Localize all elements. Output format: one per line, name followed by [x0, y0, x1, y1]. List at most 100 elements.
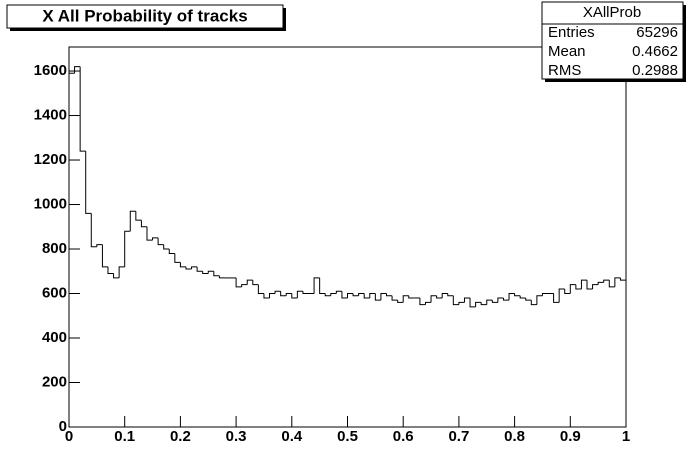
histogram-bin	[408, 295, 415, 299]
histogram-bin	[324, 293, 331, 297]
y-tick-label: 200	[42, 373, 67, 390]
histogram-bin	[402, 295, 409, 303]
y-tick-label: 1600	[34, 62, 67, 79]
stats-value: 0.2988	[632, 62, 678, 79]
histogram-bin	[497, 297, 504, 303]
histogram-bin	[430, 295, 437, 303]
y-tick-label: 600	[42, 284, 67, 301]
stats-value: 0.4662	[632, 43, 678, 60]
histogram-bin	[508, 293, 515, 301]
histogram-bin	[79, 66, 86, 152]
histogram-bin	[263, 293, 270, 299]
histogram-bin	[458, 301, 465, 305]
histogram-bin	[536, 295, 543, 305]
histogram-bin	[608, 280, 615, 288]
histogram-bin	[486, 299, 493, 305]
histogram-bin	[597, 281, 604, 285]
histogram-bin	[397, 300, 404, 303]
histogram-bin	[335, 290, 342, 294]
histogram-bin	[135, 211, 142, 221]
x-tick-label: 0.2	[170, 428, 191, 445]
y-tick-label: 1200	[34, 151, 67, 168]
histogram-bin	[285, 293, 292, 296]
histogram-bin	[541, 293, 549, 296]
histogram-bin	[569, 284, 576, 294]
histogram-bin	[146, 226, 153, 241]
histogram-bin	[419, 297, 426, 306]
histogram-bin	[525, 297, 532, 301]
histogram-bin	[101, 244, 108, 268]
histogram-bin	[280, 291, 287, 297]
chart-title: X All Probability of tracks	[42, 6, 247, 25]
histogram-bin	[252, 280, 259, 286]
y-tick-label: 0	[59, 418, 67, 435]
histogram-bin	[619, 277, 627, 427]
histogram-bin	[391, 295, 398, 301]
histogram-bin	[207, 270, 214, 274]
x-tick-label: 0.4	[281, 428, 303, 445]
histogram-bin	[480, 302, 487, 306]
stats-label: Entries	[548, 24, 595, 41]
histogram-bin	[296, 290, 303, 298]
histogram-bin	[469, 297, 476, 308]
histogram-bin	[614, 277, 621, 287]
histogram-bin	[196, 266, 203, 272]
x-tick-label: 0.6	[393, 428, 414, 445]
histogram-bin	[452, 295, 459, 306]
histogram-bin	[447, 293, 454, 297]
histogram-bin	[502, 297, 510, 301]
y-tick-label: 800	[42, 240, 67, 257]
y-tick-label: 400	[42, 329, 67, 346]
histogram-bin	[157, 237, 164, 246]
histogram-bin	[586, 280, 593, 290]
stats-title: XAllProb	[583, 4, 641, 21]
histogram-bin	[363, 293, 370, 299]
histogram-bin	[257, 284, 264, 295]
histogram-bin	[352, 293, 359, 297]
histogram-bin	[90, 213, 97, 248]
histogram-bin	[385, 293, 393, 297]
histogram-bin	[85, 151, 92, 214]
histogram-bin	[246, 279, 253, 285]
stats-box	[541, 1, 684, 80]
histogram-bin	[241, 284, 248, 287]
histogram-bin	[436, 295, 443, 299]
x-tick-label: 0.8	[504, 428, 525, 445]
histogram-bin	[302, 291, 309, 295]
histogram-bin	[380, 293, 387, 301]
x-tick-label: 1	[622, 428, 630, 445]
histogram-bin	[441, 293, 448, 298]
histogram-bin	[291, 293, 298, 299]
histogram-bin	[191, 266, 198, 270]
histogram-bin	[347, 293, 354, 298]
y-tick-label: 1000	[34, 195, 67, 212]
histogram-bin	[592, 284, 599, 290]
histogram-bin	[274, 290, 281, 294]
stats-label: Mean	[548, 43, 586, 60]
histogram-bin	[319, 277, 326, 295]
histogram-bin	[341, 291, 348, 299]
histogram-bin	[369, 293, 376, 298]
histogram-bin	[580, 279, 588, 290]
x-tick-label: 0.9	[560, 428, 581, 445]
histogram-bin	[235, 277, 242, 288]
histogram-bin	[475, 301, 482, 307]
histogram-bin	[269, 293, 276, 298]
histogram-bin	[463, 297, 471, 303]
histogram-bin	[129, 210, 136, 232]
histogram-bin	[491, 300, 498, 303]
histogram-bin	[68, 72, 75, 427]
histogram-bin	[118, 266, 125, 278]
x-tick-label: 0.7	[448, 428, 469, 445]
histogram-bin	[202, 271, 209, 274]
histogram-bin	[218, 275, 225, 279]
histogram-bin	[96, 244, 103, 247]
stats-label: RMS	[548, 62, 581, 79]
histogram-bin	[553, 293, 560, 303]
x-tick-label: 0.5	[337, 428, 358, 445]
histogram-bin	[358, 293, 365, 296]
histogram-bin	[313, 277, 320, 294]
histogram-bin	[74, 66, 81, 74]
x-tick-label: 0.3	[226, 428, 247, 445]
histogram-bin	[603, 279, 610, 283]
